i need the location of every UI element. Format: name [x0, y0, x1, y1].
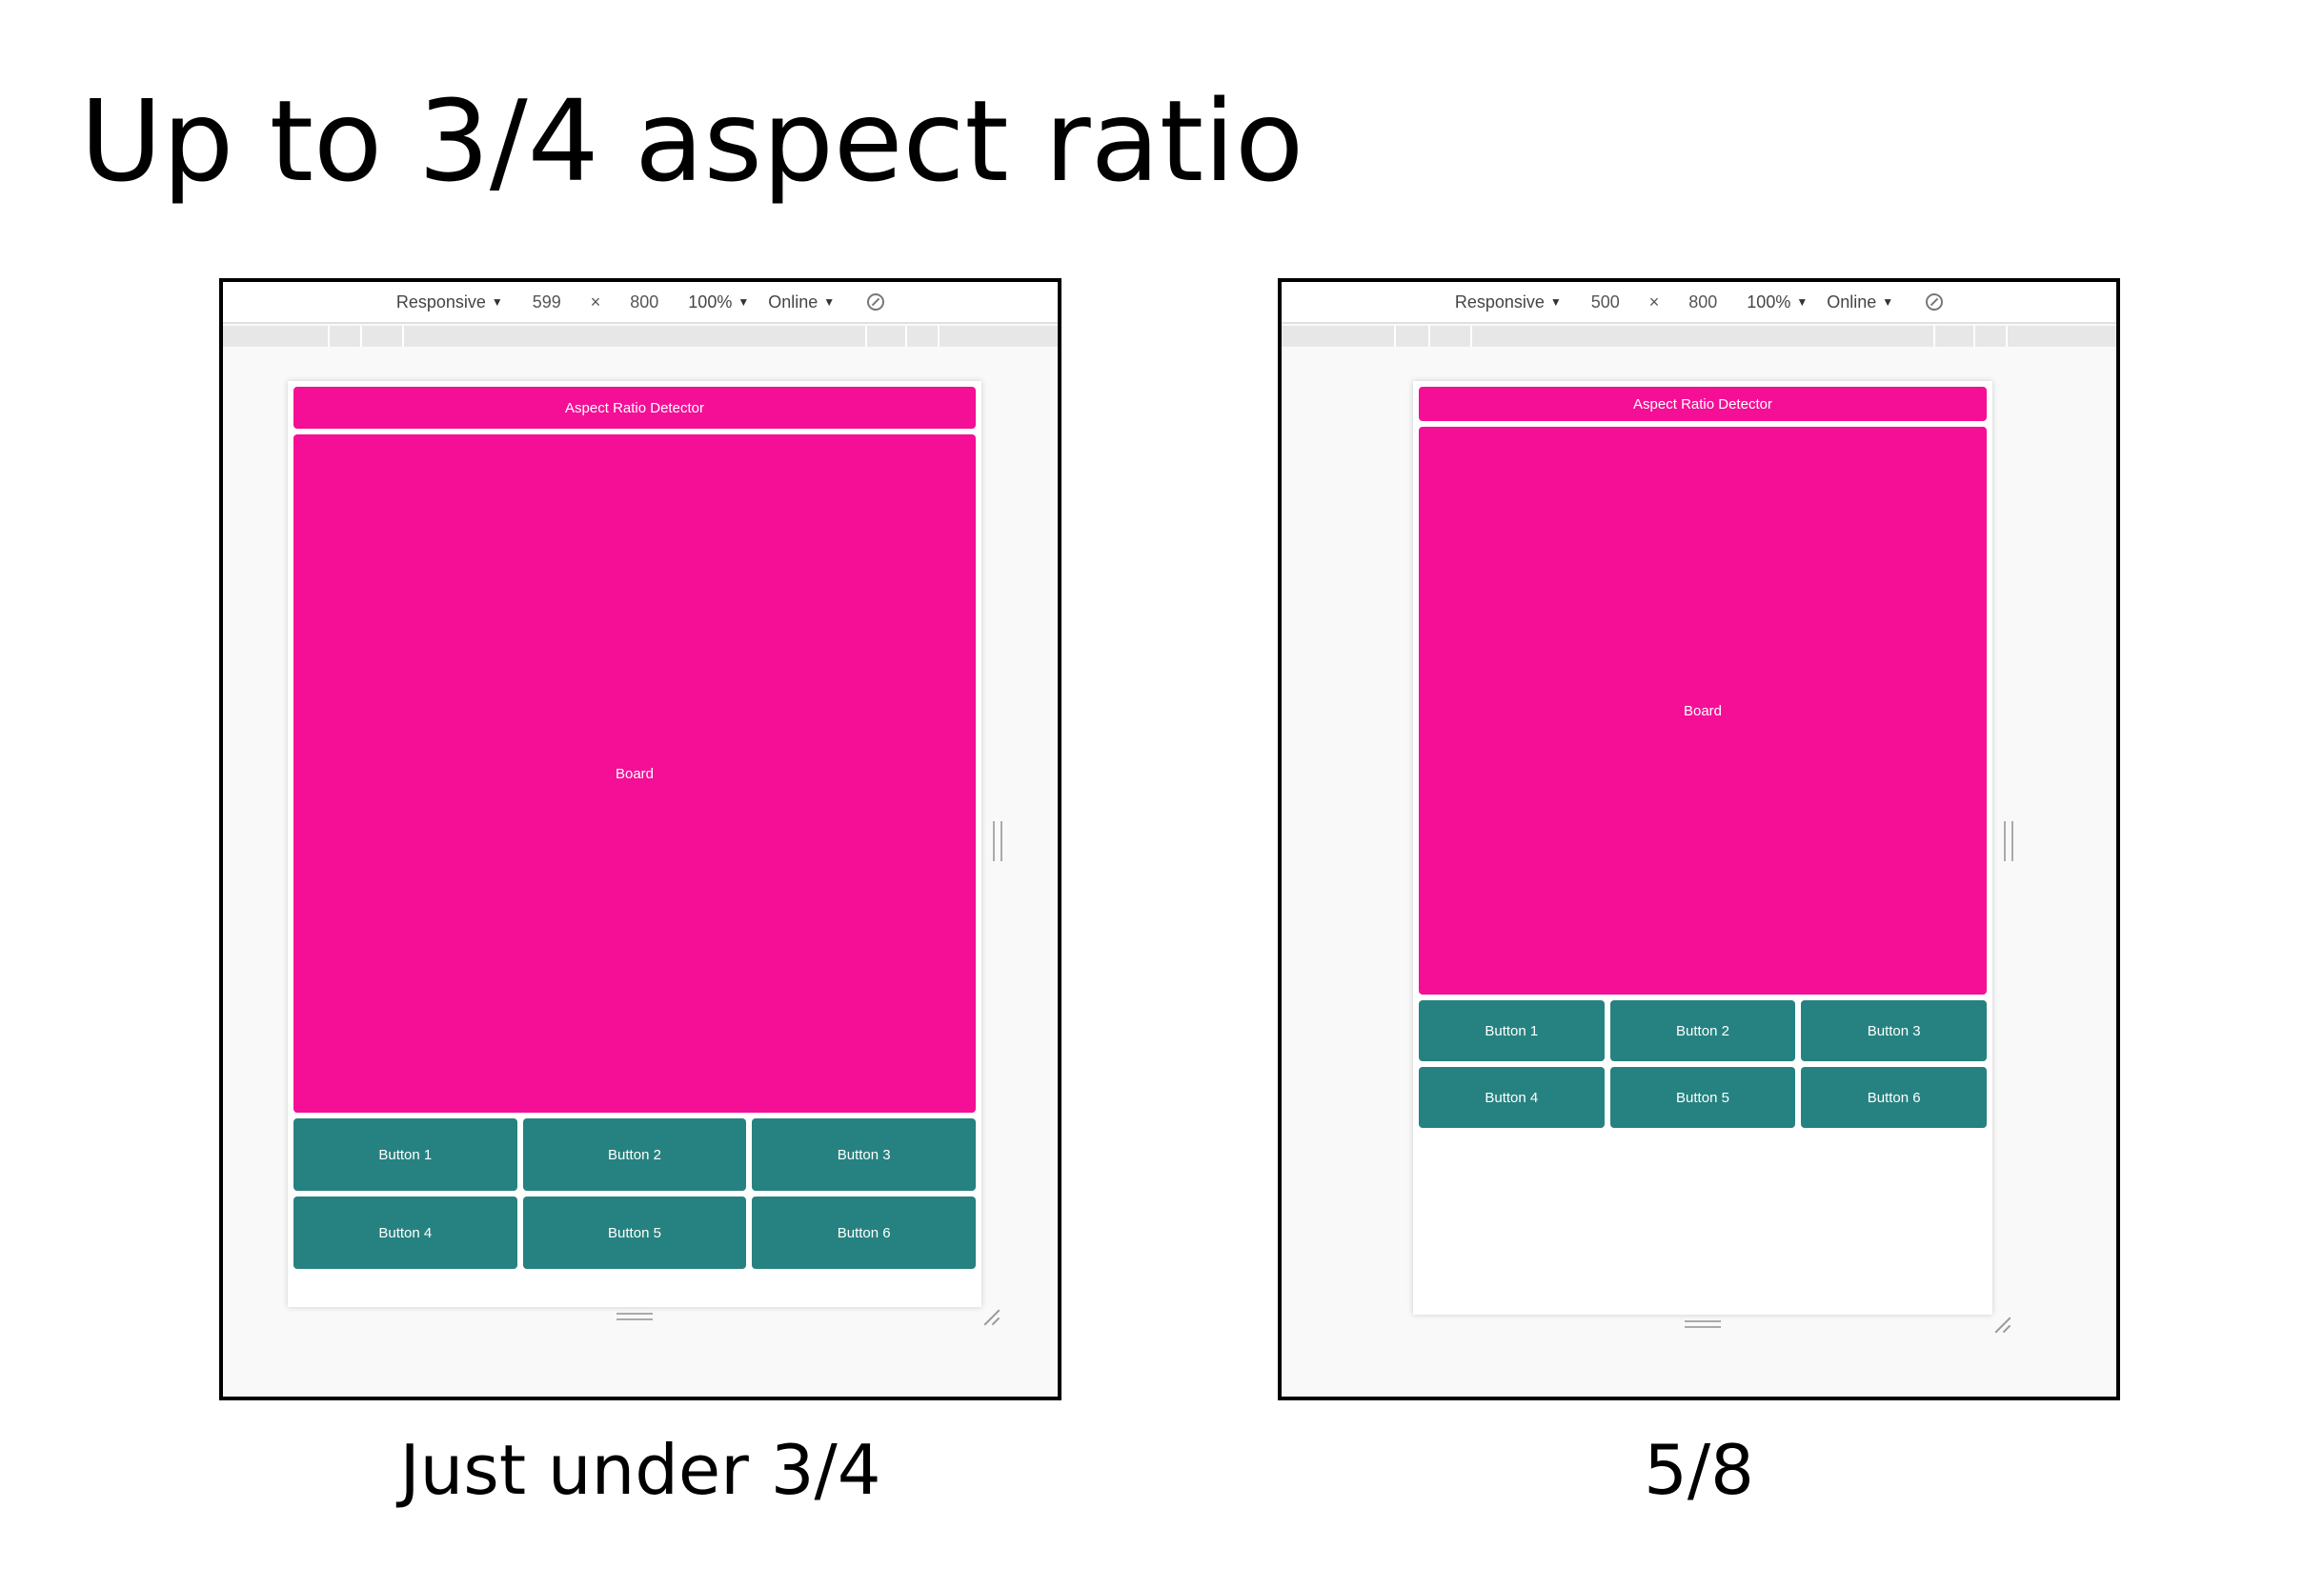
zoom-select[interactable]: 100% ▼ [688, 292, 749, 312]
button-5[interactable]: Button 5 [1609, 1067, 1796, 1128]
caret-down-icon: ▼ [738, 295, 750, 309]
resize-handle-right[interactable] [2004, 821, 2013, 861]
ruler-divider [1470, 326, 1472, 347]
button-grid: Button 1 Button 2 Button 3 Button 4 Butt… [293, 1118, 976, 1269]
ruler-divider [1428, 326, 1430, 347]
button-1[interactable]: Button 1 [293, 1118, 517, 1191]
media-query-ruler[interactable] [223, 326, 1058, 347]
ruler-divider [1933, 326, 1935, 347]
button-5[interactable]: Button 5 [522, 1197, 747, 1269]
ruler-divider [1394, 326, 1396, 347]
devtools-frame-right: Responsive ▼ 500 × 800 100% ▼ Online ▼ A… [1278, 278, 2120, 1400]
resize-handle-bottom[interactable] [616, 1313, 653, 1320]
caret-down-icon: ▼ [491, 295, 503, 309]
resize-handle-right[interactable] [993, 821, 1002, 861]
zoom-label: 100% [1747, 292, 1791, 312]
caret-down-icon: ▼ [1796, 295, 1809, 309]
device-toolbar: Responsive ▼ 599 × 800 100% ▼ Online ▼ [223, 282, 1058, 324]
width-input[interactable]: 599 [532, 292, 561, 312]
caret-down-icon: ▼ [823, 295, 836, 309]
page-title: Up to 3/4 aspect ratio [80, 75, 1304, 207]
network-label: Online [1827, 292, 1877, 312]
ruler-divider [865, 326, 867, 347]
caption-right: 5/8 [1644, 1430, 1754, 1510]
ruler-divider [328, 326, 330, 347]
button-4[interactable]: Button 4 [1419, 1067, 1605, 1128]
app-header: Aspect Ratio Detector [1419, 387, 1987, 421]
button-grid: Button 1 Button 2 Button 3 Button 4 Butt… [1419, 1000, 1987, 1128]
zoom-select[interactable]: 100% ▼ [1747, 292, 1808, 312]
device-label: Responsive [395, 292, 486, 312]
device-label: Responsive [1454, 292, 1545, 312]
rotate-icon[interactable] [1926, 293, 1944, 311]
times-icon: × [590, 292, 601, 312]
ruler-divider [2006, 326, 2008, 347]
responsive-viewport: Aspect Ratio Detector Board Button 1 But… [1413, 381, 1992, 1315]
caret-down-icon: ▼ [1882, 295, 1894, 309]
height-input[interactable]: 800 [630, 292, 659, 312]
resize-corner-icon[interactable] [983, 1309, 1000, 1326]
responsive-viewport: Aspect Ratio Detector Board Button 1 But… [288, 381, 981, 1307]
button-3[interactable]: Button 3 [1801, 1000, 1987, 1061]
app-header: Aspect Ratio Detector [293, 387, 976, 429]
caption-left: Just under 3/4 [399, 1430, 881, 1510]
device-toolbar: Responsive ▼ 500 × 800 100% ▼ Online ▼ [1282, 282, 2116, 324]
width-input[interactable]: 500 [1590, 292, 1620, 312]
board[interactable]: Board [293, 434, 976, 1113]
button-6[interactable]: Button 6 [752, 1197, 976, 1269]
network-label: Online [768, 292, 818, 312]
zoom-label: 100% [688, 292, 733, 312]
ruler-divider [402, 326, 404, 347]
height-input[interactable]: 800 [1688, 292, 1718, 312]
times-icon: × [1648, 292, 1660, 312]
caret-down-icon: ▼ [1549, 295, 1562, 309]
button-6[interactable]: Button 6 [1801, 1067, 1987, 1128]
rotate-icon[interactable] [867, 293, 885, 311]
button-4[interactable]: Button 4 [293, 1197, 517, 1269]
device-select[interactable]: Responsive ▼ [396, 292, 503, 312]
media-query-ruler[interactable] [1282, 326, 2116, 347]
button-2[interactable]: Button 2 [522, 1118, 747, 1191]
devtools-frame-left: Responsive ▼ 599 × 800 100% ▼ Online ▼ A… [219, 278, 1061, 1400]
button-3[interactable]: Button 3 [752, 1118, 976, 1191]
resize-handle-bottom[interactable] [1685, 1320, 1721, 1328]
button-1[interactable]: Button 1 [1419, 1000, 1605, 1061]
button-2[interactable]: Button 2 [1609, 1000, 1796, 1061]
network-select[interactable]: Online ▼ [768, 292, 835, 312]
resize-corner-icon[interactable] [1994, 1317, 2011, 1334]
ruler-divider [938, 326, 940, 347]
network-select[interactable]: Online ▼ [1827, 292, 1893, 312]
ruler-divider [905, 326, 907, 347]
ruler-divider [1973, 326, 1975, 347]
ruler-divider [360, 326, 362, 347]
board[interactable]: Board [1419, 427, 1987, 995]
device-select[interactable]: Responsive ▼ [1455, 292, 1562, 312]
